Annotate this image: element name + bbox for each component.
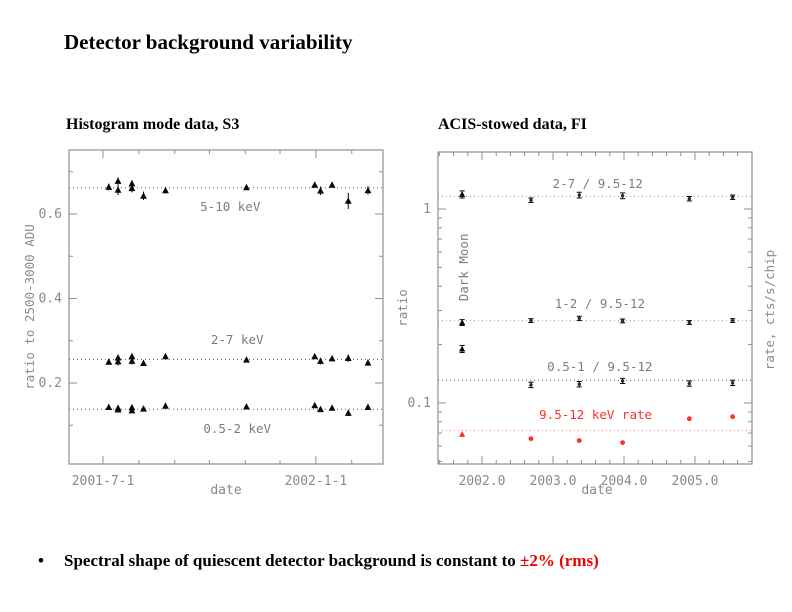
data-point-triangle xyxy=(344,354,352,361)
data-point-circle xyxy=(686,416,692,422)
data-point-circle xyxy=(620,319,625,323)
data-point-triangle xyxy=(105,183,113,190)
data-point-triangle xyxy=(328,404,336,411)
data-point-circle xyxy=(620,194,625,198)
data-point-triangle xyxy=(459,319,466,326)
bullet-icon: • xyxy=(38,551,44,570)
annotation-dark-moon: Dark Moon xyxy=(456,234,471,302)
data-point-triangle xyxy=(162,186,169,194)
data-point-triangle xyxy=(311,352,319,360)
series-label: 0.5-1 / 9.5-12 xyxy=(547,359,652,374)
data-point-triangle xyxy=(317,405,324,413)
data-point-triangle xyxy=(128,352,136,360)
data-point-triangle xyxy=(128,357,136,364)
series-label: 2-7 keV xyxy=(211,332,264,347)
histogram-mode-plot: 2001-7-1 2002-1-1 0.2 0.4 0.6 5-10 keV 2-7 keV… xyxy=(20,140,405,513)
bullet-text-red: ±2% (rms) xyxy=(520,551,599,570)
data-point-circle xyxy=(730,381,735,385)
data-point-triangle xyxy=(114,186,122,193)
y-tick-label: 0.2 xyxy=(39,376,62,391)
x-tick-label: 2001-7-1 xyxy=(72,474,135,489)
y-axis-title-left: ratio xyxy=(395,289,410,327)
x-axis-title: date xyxy=(210,483,241,498)
data-point-triangle xyxy=(162,402,169,409)
data-point-triangle xyxy=(243,403,250,410)
data-point-triangle xyxy=(114,357,122,365)
bullet-text-black: Spectral shape of quiescent detector bac… xyxy=(64,551,521,570)
data-point-circle xyxy=(687,197,692,201)
data-point-triangle xyxy=(162,352,169,360)
series-label: 1-2 / 9.5-12 xyxy=(555,296,645,311)
x-tick-label: 2004.0 xyxy=(601,474,648,489)
data-point-circle xyxy=(620,379,625,383)
data-point-circle xyxy=(730,414,736,420)
data-point-triangle xyxy=(459,345,466,352)
data-point-circle xyxy=(730,318,735,323)
data-point-triangle xyxy=(344,197,352,204)
left-panel-header: Histogram mode data, S3 xyxy=(66,116,240,133)
data-point-triangle xyxy=(364,186,372,194)
data-point-triangle xyxy=(317,187,324,194)
y-axis-title-right: rate, cts/s/chip xyxy=(762,250,777,370)
series-label: 0.5-2 keV xyxy=(203,421,271,436)
series-label: 9.5-12 keV rate xyxy=(539,407,652,422)
data-point-circle xyxy=(528,436,534,442)
data-point-triangle xyxy=(128,406,136,414)
y-tick-label: 0.1 xyxy=(408,396,431,411)
data-point-triangle xyxy=(317,357,324,364)
conclusion-bullet: • Spectral shape of quiescent detector ba… xyxy=(38,551,758,571)
data-point-circle xyxy=(529,198,533,202)
data-point-circle xyxy=(687,320,692,325)
x-tick-label: 2002.0 xyxy=(459,474,506,489)
y-axis-title: ratio to 2500-3000 ADU xyxy=(22,224,37,390)
data-point-triangle xyxy=(243,183,250,191)
y-tick-label: 0.4 xyxy=(39,292,63,307)
data-point-circle xyxy=(529,318,533,323)
x-tick-label: 2005.0 xyxy=(672,474,719,489)
data-point-triangle xyxy=(328,354,336,362)
y-tick-label: 0.6 xyxy=(39,207,62,222)
data-point-triangle xyxy=(105,403,113,410)
data-point-triangle xyxy=(105,358,113,365)
data-point-triangle xyxy=(459,431,466,437)
data-point-circle xyxy=(730,195,735,199)
data-point-triangle xyxy=(243,356,250,363)
data-point-triangle xyxy=(140,405,147,412)
data-point-triangle xyxy=(140,359,147,367)
series-label: 5-10 keV xyxy=(200,199,261,214)
data-point-circle xyxy=(577,316,581,321)
y-tick-label: 1 xyxy=(423,202,431,217)
data-point-circle xyxy=(529,383,533,387)
plot-frame xyxy=(437,151,753,465)
right-panel-header: ACIS-stowed data, FI xyxy=(438,116,587,133)
data-point-triangle xyxy=(311,401,319,409)
x-tick-label: 2002-1-1 xyxy=(285,474,348,489)
data-point-circle xyxy=(576,438,582,444)
slide-title: Detector background variability xyxy=(64,30,353,54)
data-point-triangle xyxy=(328,181,336,188)
data-point-triangle xyxy=(114,406,122,413)
data-point-circle xyxy=(577,193,581,197)
acis-stowed-svg: 2002.0 2003.0 2004.0 2005.0 1 0.1 2-7 / 9.5-12… xyxy=(395,151,777,498)
data-point-triangle xyxy=(128,179,136,187)
data-point-circle xyxy=(620,440,625,445)
data-point-triangle xyxy=(344,409,352,416)
data-point-triangle xyxy=(364,403,372,410)
data-point-triangle xyxy=(140,192,147,199)
series-label: 2-7 / 9.5-12 xyxy=(553,176,643,191)
data-point-triangle xyxy=(311,181,319,188)
data-point-triangle xyxy=(114,177,122,184)
data-point-triangle xyxy=(128,184,136,192)
data-point-triangle xyxy=(364,359,372,366)
acis-stowed-plot: 2002.0 2003.0 2004.0 2005.0 1 0.1 2-7 / 9.5-12… xyxy=(395,140,792,513)
x-tick-label: 2003.0 xyxy=(530,474,577,489)
data-point-triangle xyxy=(459,191,466,197)
data-point-circle xyxy=(577,382,581,386)
data-point-circle xyxy=(687,381,692,386)
x-axis-title: date xyxy=(581,483,612,498)
histogram-mode-svg: 2001-7-1 2002-1-1 0.2 0.4 0.6 5-10 keV 2-7 keV… xyxy=(22,149,384,498)
plot-frame xyxy=(68,149,384,465)
